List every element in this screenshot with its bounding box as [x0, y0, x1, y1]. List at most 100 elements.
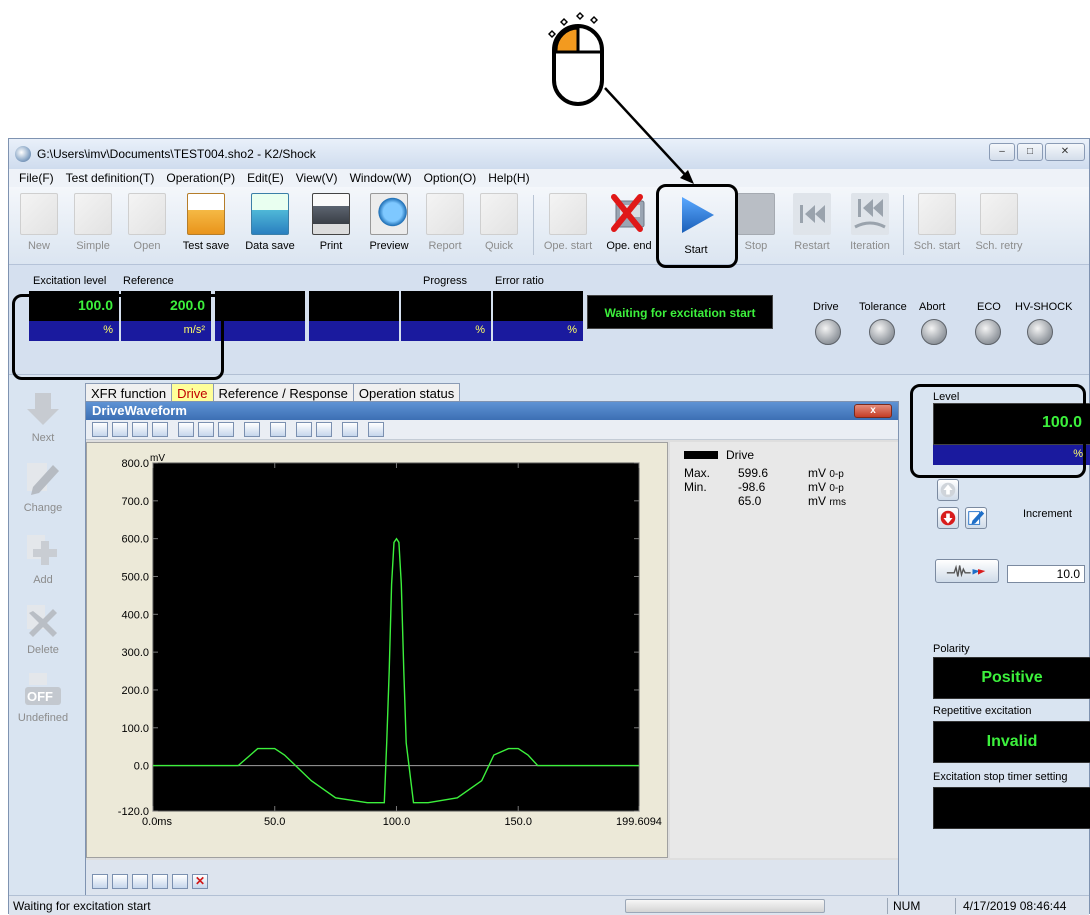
app-window: G:\Users\imv\Documents\TEST004.sho2 - K2…: [8, 138, 1090, 915]
stop-button[interactable]: Stop: [731, 189, 781, 261]
maximize-button[interactable]: □: [1017, 143, 1043, 161]
tab-operation-status[interactable]: Operation status: [352, 383, 461, 401]
sch-start-button[interactable]: Sch. start: [907, 189, 967, 261]
axis-expand-icon[interactable]: [92, 422, 108, 437]
simple-document-icon: [74, 193, 112, 235]
y-tick-label: 500.0: [121, 571, 149, 583]
copy-image-icon[interactable]: [296, 422, 312, 437]
menu-view[interactable]: View(V): [295, 171, 338, 185]
drive-waveform-close-button[interactable]: x: [854, 404, 892, 418]
y-tick-label: 300.0: [121, 647, 149, 659]
eco-lamp: [975, 319, 1001, 345]
menu-option[interactable]: Option(O): [423, 171, 477, 185]
waveform-button[interactable]: [935, 559, 999, 583]
increment-input[interactable]: 10.0: [1007, 565, 1085, 583]
properties-icon[interactable]: [244, 422, 260, 437]
test-save-button[interactable]: Test save: [175, 189, 237, 261]
arrow-up-icon: [940, 482, 956, 498]
menu-help[interactable]: Help(H): [488, 171, 530, 185]
menu-window[interactable]: Window(W): [349, 171, 412, 185]
start-button[interactable]: Start: [663, 189, 729, 261]
meters-callout: [12, 294, 224, 380]
reference-label: Reference: [123, 275, 174, 287]
zoom-icon[interactable]: [178, 422, 194, 437]
new-document-icon: [20, 193, 58, 235]
abort-lamp: [921, 319, 947, 345]
print-button[interactable]: Print: [305, 189, 357, 261]
pencil-icon: [27, 463, 59, 495]
status-bar-progress: [625, 899, 825, 913]
layout-rows-icon[interactable]: [112, 874, 128, 889]
layout-columns-icon[interactable]: [132, 874, 148, 889]
quick-button[interactable]: Quick: [473, 189, 525, 261]
cursor-icon[interactable]: [342, 422, 358, 437]
blank-meter-1: [215, 291, 305, 341]
legend-rms-value: 65.0: [738, 494, 762, 508]
num-lock-indicator: NUM: [893, 899, 921, 913]
undo-zoom-icon[interactable]: [218, 422, 234, 437]
status-bar-datetime: 4/17/2019 08:46:44: [963, 899, 1067, 913]
delete-button[interactable]: Delete: [13, 603, 73, 656]
remove-graph-icon[interactable]: [172, 874, 188, 889]
excel-export-icon[interactable]: [316, 422, 332, 437]
stop-timer-value[interactable]: [933, 787, 1090, 829]
start-button-callout: [656, 184, 738, 268]
y-up-icon[interactable]: [132, 422, 148, 437]
repetitive-excitation-value[interactable]: Invalid: [933, 721, 1090, 763]
menu-edit[interactable]: Edit(E): [247, 171, 284, 185]
status-separator: [955, 898, 956, 914]
plus-icon: [27, 535, 57, 565]
error-ratio-label: Error ratio: [495, 275, 544, 287]
ope-start-button[interactable]: Ope. start: [537, 189, 599, 261]
add-button[interactable]: Add: [13, 533, 73, 586]
x-tick-label: 150.0: [504, 816, 532, 828]
status-separator: [887, 898, 888, 914]
ope-end-button[interactable]: Ope. end: [601, 189, 657, 261]
menu-bar: File(F) Test definition(T) Operation(P) …: [9, 169, 1089, 187]
next-button[interactable]: Next: [13, 391, 73, 444]
tab-xfr-function[interactable]: XFR function: [85, 383, 173, 401]
report-button[interactable]: Report: [419, 189, 471, 261]
new-button[interactable]: New: [13, 189, 65, 261]
word-document-icon: [426, 193, 464, 235]
restart-button[interactable]: Restart: [785, 189, 839, 261]
tab-reference-response[interactable]: Reference / Response: [212, 383, 354, 401]
level-up-button[interactable]: [937, 479, 959, 501]
tab-drive[interactable]: Drive: [171, 383, 214, 401]
iteration-button[interactable]: Iteration: [841, 189, 899, 261]
polarity-value[interactable]: Positive: [933, 657, 1090, 699]
close-button[interactable]: ✕: [1045, 143, 1085, 161]
y-down-icon[interactable]: [152, 422, 168, 437]
error-ratio-meter: %: [493, 291, 583, 341]
menu-test-definition[interactable]: Test definition(T): [65, 171, 155, 185]
iteration-icon: [851, 193, 889, 235]
minimize-button[interactable]: –: [989, 143, 1015, 161]
schedule-retry-icon: [980, 193, 1018, 235]
layout-grid-icon[interactable]: [92, 874, 108, 889]
preview-button[interactable]: Preview: [361, 189, 417, 261]
y-tick-label: 400.0: [121, 609, 149, 621]
minimize-icon: –: [999, 146, 1005, 157]
x-tick-label: 0.0ms: [142, 816, 172, 828]
add-graph-icon[interactable]: [152, 874, 168, 889]
menu-operation[interactable]: Operation(P): [166, 171, 236, 185]
display-settings-icon[interactable]: [270, 422, 286, 437]
simple-button[interactable]: Simple: [67, 189, 119, 261]
level-down-button[interactable]: [937, 507, 959, 529]
menu-file[interactable]: File(F): [19, 171, 54, 185]
graph-settings-icon[interactable]: [198, 422, 214, 437]
open-button[interactable]: Open: [121, 189, 173, 261]
change-button[interactable]: Change: [13, 461, 73, 514]
axis-shrink-icon[interactable]: [112, 422, 128, 437]
sch-retry-button[interactable]: Sch. retry: [969, 189, 1029, 261]
quick-report-icon: [480, 193, 518, 235]
legend-min-unit: mV 0-p: [808, 480, 844, 494]
close-graph-icon[interactable]: ✕: [192, 874, 208, 889]
drive-waveform-chart[interactable]: 800.0 700.0 600.0 500.0 400.0 300.0 200.0 100.0…: [87, 443, 667, 857]
data-save-button[interactable]: Data save: [239, 189, 301, 261]
drive-waveform-window: DriveWaveform x 800.0 700.0 600.0 500.0 400.…: [85, 401, 899, 901]
legend-toggle-icon[interactable]: [368, 422, 384, 437]
status-bar-message: Waiting for excitation start: [13, 899, 151, 913]
level-edit-button[interactable]: [965, 507, 987, 529]
undefined-button[interactable]: OFF Undefined: [13, 671, 73, 724]
